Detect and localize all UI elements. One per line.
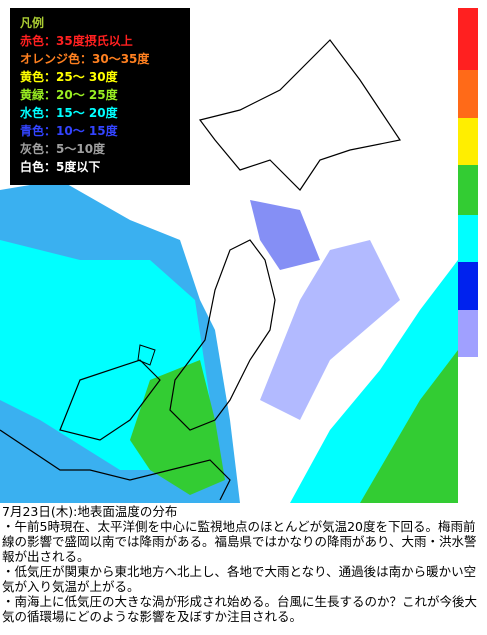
note: ・午前5時現在、太平洋側を中心に監視地点のほとんどが気温20度を下回る。梅雨前線… (2, 519, 477, 564)
legend-item: 灰色：5～10度 (20, 142, 106, 156)
island (137, 344, 156, 366)
scale-gray (458, 310, 478, 357)
legend-item: 黄色：25～ 30度 (20, 70, 118, 84)
legend-item: 黄緑：20～ 25度 (20, 88, 118, 102)
green-area (130, 360, 225, 495)
legend-item: 青色：10～ 15度 (20, 124, 118, 138)
green-sea (360, 350, 458, 503)
note: ・低気圧が関東から東北地方へ北上し、各地で大雨となり、通過後は南から暖かい空気が… (2, 564, 477, 594)
legend-item: 水色：15～ 20度 (20, 106, 118, 120)
blue-speckle (260, 240, 400, 420)
blue-speckle (250, 200, 320, 270)
scale-green (458, 165, 478, 215)
coastline (0, 39, 401, 501)
legend-title: 凡例 (20, 16, 45, 30)
legend-item: 赤色：35度摂氏以上 (20, 34, 133, 48)
legend: 凡例 赤色：35度摂氏以上 オレンジ色：30～35度 黄色：25～ 30度 黄緑… (10, 8, 190, 185)
legend-item: 白色：5度以下 (20, 160, 101, 174)
scale-orange (458, 70, 478, 118)
scale-yellow (458, 118, 478, 165)
caption: 7月23日(木):地表面温度の分布 (2, 504, 178, 519)
note: ・南海上に低気圧の大きな渦が形成され始める。台風に生長するのか？これが今後大気の… (2, 594, 478, 624)
scale-cyan (458, 215, 478, 262)
description: 7月23日(木):地表面温度の分布 ・午前5時現在、太平洋側を中心に監視地点のほ… (2, 504, 484, 624)
legend-item: オレンジ色：30～35度 (20, 52, 150, 66)
scale-red (458, 8, 478, 70)
scale-blue (458, 262, 478, 310)
